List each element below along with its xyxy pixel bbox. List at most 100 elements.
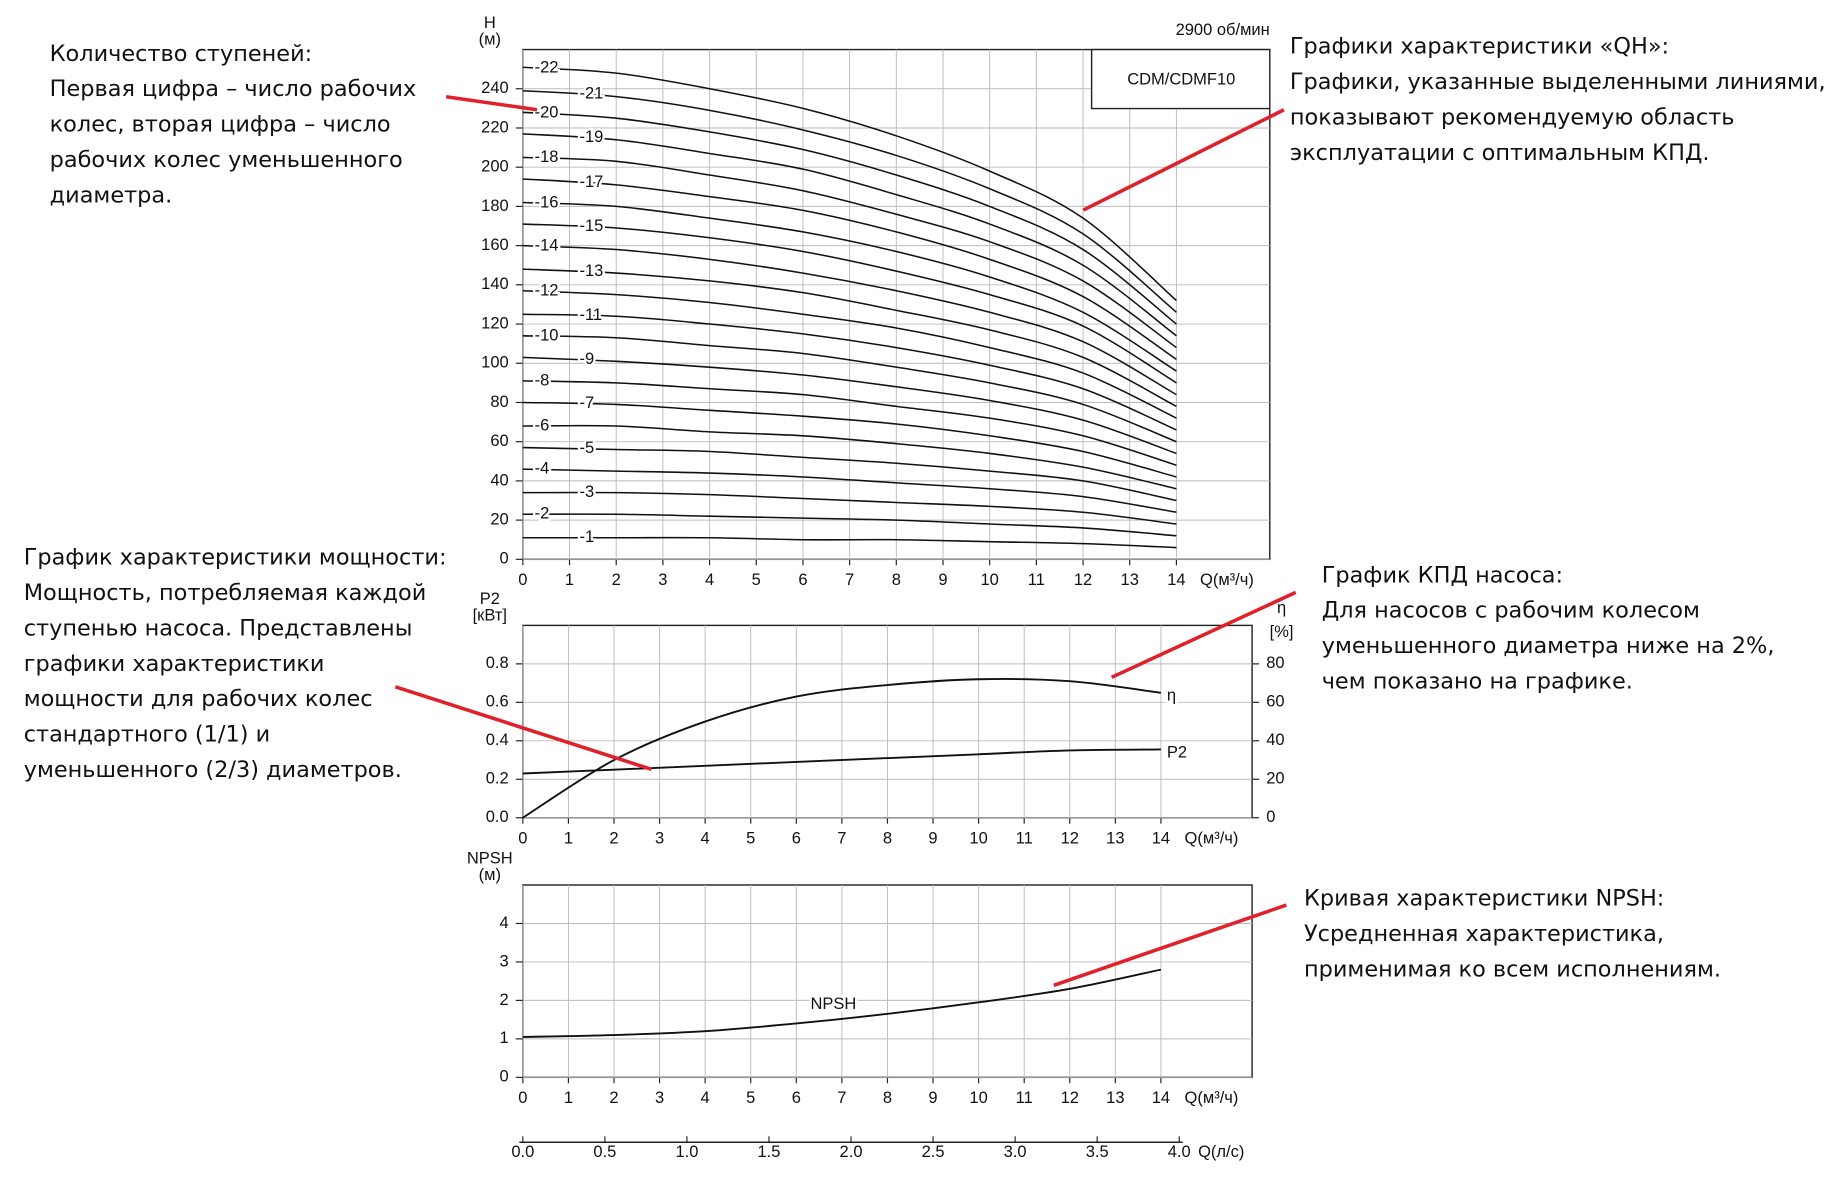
series-label: -12 [535, 282, 559, 300]
x-tick-label: 11 [1016, 1089, 1033, 1107]
pointer [1053, 903, 1287, 987]
series-line [522, 401, 1177, 478]
x2-tick-label: 0.0 [511, 1143, 534, 1161]
series-label: -3 [579, 483, 594, 501]
x2-tick-label: 3.0 [1004, 1143, 1027, 1161]
pointer [445, 95, 538, 112]
x-tick-label: 14 [1167, 571, 1185, 589]
x-tick-label: 4 [701, 1089, 710, 1107]
series-label: -22 [535, 58, 559, 76]
x-tick-label: 13 [1121, 571, 1139, 589]
annotation-line: График КПД насоса: [1322, 562, 1563, 588]
series-line [522, 380, 1177, 466]
x-tick-label: 14 [1152, 829, 1170, 847]
x-tick-label: 9 [938, 571, 947, 589]
series-label: -13 [579, 262, 603, 280]
y-tick-label: 220 [481, 118, 509, 136]
x-axis-label: Q(м³/ч) [1200, 571, 1254, 589]
y2-tick-label: 80 [1266, 654, 1284, 672]
series-label: -7 [579, 394, 594, 412]
series-line [522, 968, 1162, 1038]
x-tick-label: 1 [564, 1089, 573, 1107]
x-tick-label: 9 [928, 1089, 937, 1107]
series-label: -1 [579, 528, 594, 546]
annotation-line: диаметра. [50, 182, 173, 208]
x-tick-label: 6 [792, 829, 801, 847]
x2-tick-label: 2.0 [840, 1143, 863, 1161]
series-line [522, 156, 1177, 349]
x-tick-label: 6 [792, 1089, 801, 1107]
series-line [522, 468, 1177, 514]
x2-tick-label: 2.5 [922, 1143, 945, 1161]
annotation-line: Мощность, потребляемая каждой [24, 580, 427, 606]
y-tick-label: 0.2 [486, 770, 509, 788]
annotation-line: мощности для рабочих колес [24, 686, 373, 712]
series-label: -17 [579, 173, 603, 191]
annotation-line: показывают рекомендуемую область [1290, 104, 1735, 130]
series-line [522, 89, 1177, 313]
annotation-line: графики характеристики [24, 651, 325, 677]
x-tick-label: 10 [969, 1089, 987, 1107]
series-line [522, 356, 1177, 455]
series-label: -2 [535, 505, 550, 523]
y-axis-label: NPSH [467, 849, 513, 867]
x-tick-label: 2 [609, 829, 618, 847]
series-label: -15 [579, 217, 603, 235]
series-label: -6 [535, 416, 550, 434]
y-tick-label: 60 [490, 432, 508, 450]
x-tick-label: 7 [837, 829, 846, 847]
x-tick-label: 4 [705, 571, 714, 589]
x-tick-label: 5 [746, 1089, 755, 1107]
y-tick-label: 120 [481, 314, 509, 332]
series-line [522, 335, 1177, 443]
series-line [522, 178, 1177, 360]
annotation-line: Кривая характеристики NPSH: [1304, 886, 1664, 912]
x2-tick-label: 0.5 [593, 1143, 616, 1161]
x-tick-label: 7 [845, 571, 854, 589]
x2-axis-label: Q(л/с) [1198, 1143, 1244, 1161]
x-tick-label: 3 [655, 829, 664, 847]
x-tick-label: 1 [565, 571, 574, 589]
x-axis-label: Q(м³/ч) [1185, 829, 1239, 847]
y-tick-label: 240 [481, 79, 509, 97]
x-tick-label: 0 [518, 571, 527, 589]
y-tick-label: 40 [490, 471, 508, 489]
chart-title: CDM/CDMF10 [1127, 71, 1235, 89]
series-line [522, 111, 1177, 325]
annotation-line: стандартного (1/1) и [24, 722, 270, 748]
x-tick-label: 6 [798, 571, 807, 589]
annotation-line: Количество ступеней: [50, 41, 313, 67]
series-label: -19 [579, 128, 603, 146]
x-axis-label: Q(м³/ч) [1185, 1089, 1239, 1107]
x2-tick-label: 4.0 [1168, 1143, 1191, 1161]
x-tick-label: 14 [1152, 1089, 1170, 1107]
series-label: -8 [535, 372, 550, 390]
y-tick-label: 200 [481, 158, 509, 176]
series-line [522, 536, 1177, 549]
x-tick-label: 8 [883, 1089, 892, 1107]
x-tick-label: 13 [1106, 1089, 1124, 1107]
x-tick-label: 8 [883, 829, 892, 847]
y-tick-label: 80 [490, 393, 508, 411]
y-axis-label: (м) [479, 866, 501, 884]
title-box [1090, 48, 1271, 110]
y-tick-label: 180 [481, 197, 509, 215]
series-line [522, 223, 1177, 384]
y-tick-label: 0 [499, 1068, 508, 1086]
annotation-line: Графики характеристики «QH»: [1290, 34, 1669, 60]
series-label: -10 [535, 326, 559, 344]
series-line [522, 244, 1177, 396]
series-label: η [1167, 687, 1176, 705]
y-axis-label: [кВт] [473, 606, 507, 624]
series-line [522, 313, 1177, 431]
series-label: NPSH [810, 995, 856, 1013]
annotation-line: рабочих колес уменьшенного [50, 147, 403, 173]
series-label: -4 [535, 460, 550, 478]
x2-tick-label: 1.5 [758, 1143, 781, 1161]
annotation-line: уменьшенного диаметра ниже на 2%, [1322, 633, 1775, 659]
y-tick-label: 4 [499, 914, 508, 932]
x-tick-label: 4 [701, 829, 710, 847]
annotation-line: эксплуатации с оптимальным КПД. [1290, 140, 1710, 166]
y-tick-label: 160 [481, 236, 509, 254]
